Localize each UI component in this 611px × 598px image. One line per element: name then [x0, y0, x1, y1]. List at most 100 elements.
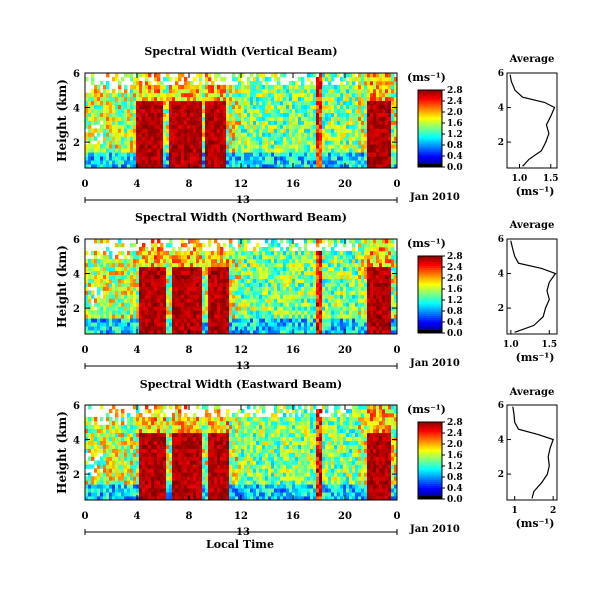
heatmap-cell — [358, 290, 362, 295]
heatmap-cell — [85, 100, 89, 106]
heatmap-cell — [178, 290, 182, 295]
heatmap-cell — [109, 318, 113, 323]
heatmap-cell — [88, 326, 92, 331]
heatmap-cell — [388, 314, 392, 319]
heatmap-cell — [364, 239, 368, 244]
colorbar-swatch — [418, 93, 442, 97]
heatmap-cell — [256, 298, 260, 303]
heatmap-cell — [340, 140, 344, 145]
heatmap-cell — [94, 468, 98, 473]
heatmap-cell — [196, 282, 200, 287]
heatmap-cell — [280, 250, 284, 256]
heatmap-cell — [379, 242, 383, 248]
heatmap-cell — [109, 278, 113, 283]
heatmap-cell — [196, 100, 200, 106]
heatmap-cell — [256, 314, 260, 319]
heatmap-cell — [382, 80, 386, 86]
heatmap-cell — [154, 322, 158, 327]
heatmap-cell — [127, 282, 131, 287]
heatmap-cell — [121, 330, 125, 335]
heatmap-cell — [217, 100, 221, 106]
heatmap-cell — [160, 164, 164, 169]
heatmap-cell — [109, 302, 113, 307]
heatmap-cell — [388, 242, 392, 248]
heatmap-cell — [241, 80, 245, 86]
heatmap-cell — [226, 92, 230, 98]
heatmap-cell — [337, 254, 341, 260]
heatmap-cell — [166, 88, 170, 94]
heatmap-cell — [184, 322, 188, 327]
heatmap-cell — [220, 100, 224, 106]
heatmap-cell — [148, 164, 152, 169]
heatmap-cell — [238, 254, 242, 260]
heatmap-cell — [220, 330, 224, 335]
heatmap-cell — [217, 250, 221, 256]
heatmap-cell — [394, 286, 398, 291]
heatmap-cell — [208, 104, 212, 110]
heatmap-cell — [235, 274, 239, 279]
heatmap-cell — [328, 258, 332, 264]
heatmap-cell — [238, 302, 242, 307]
heatmap-cell — [91, 310, 95, 315]
heatmap-cell — [223, 298, 227, 303]
heatmap-cell — [346, 160, 350, 165]
heatmap-cell — [148, 100, 152, 106]
heatmap-cell — [139, 266, 143, 272]
heatmap-cell — [283, 318, 287, 323]
heatmap-cell — [196, 132, 200, 137]
heatmap-cell — [316, 136, 320, 141]
heatmap-cell — [292, 152, 296, 157]
heatmap-cell — [364, 242, 368, 248]
heatmap-cell — [292, 326, 296, 331]
heatmap-cell — [133, 88, 137, 94]
heatmap-cell — [220, 164, 224, 169]
heatmap-cell — [385, 128, 389, 133]
heatmap-cell — [88, 274, 92, 279]
heatmap-cell — [202, 128, 206, 133]
heatmap-cell — [340, 88, 344, 94]
heatmap-cell — [94, 298, 98, 303]
heatmap-cell — [100, 484, 104, 489]
heatmap-cell — [268, 116, 272, 121]
heatmap-cell — [298, 250, 302, 256]
heatmap-cell — [382, 262, 386, 268]
heatmap-cell — [307, 270, 311, 276]
heatmap-cell — [208, 96, 212, 102]
heatmap-cell — [316, 152, 320, 157]
heatmap-cell — [94, 239, 98, 244]
heatmap-cell — [292, 88, 296, 94]
heatmap-cell — [322, 152, 326, 157]
heatmap-cell — [163, 298, 167, 303]
heatmap-cell — [127, 132, 131, 137]
heatmap-cell — [349, 239, 353, 244]
heatmap-cell — [271, 302, 275, 307]
heatmap-cell — [163, 258, 167, 264]
heatmap-cell — [226, 270, 230, 276]
heatmap-cell — [283, 254, 287, 260]
heatmap-cell — [358, 100, 362, 106]
heatmap-cell — [121, 76, 125, 82]
heatmap-cell — [151, 88, 155, 94]
heatmap-cell — [133, 96, 137, 102]
heatmap-cell — [307, 112, 311, 117]
heatmap-cell — [91, 484, 95, 489]
heatmap-cell — [121, 282, 125, 287]
heatmap-cell — [340, 322, 344, 327]
heatmap-cell — [202, 160, 206, 165]
heatmap-cell — [229, 96, 233, 102]
heatmap-cell — [316, 250, 320, 256]
heatmap-cell — [295, 80, 299, 86]
heatmap-cell — [355, 330, 359, 335]
heatmap-cell — [208, 298, 212, 303]
heatmap-cell — [280, 152, 284, 157]
heatmap-cell — [328, 140, 332, 145]
heatmap-cell — [199, 290, 203, 295]
heatmap-cell — [208, 148, 212, 153]
heatmap-cell — [316, 76, 320, 82]
heatmap-cell — [100, 424, 104, 430]
heatmap-cell — [283, 314, 287, 319]
heatmap-cell — [256, 242, 260, 248]
colorbar-swatch — [418, 284, 442, 288]
heatmap-cell — [94, 270, 98, 276]
heatmap-cell — [193, 314, 197, 319]
